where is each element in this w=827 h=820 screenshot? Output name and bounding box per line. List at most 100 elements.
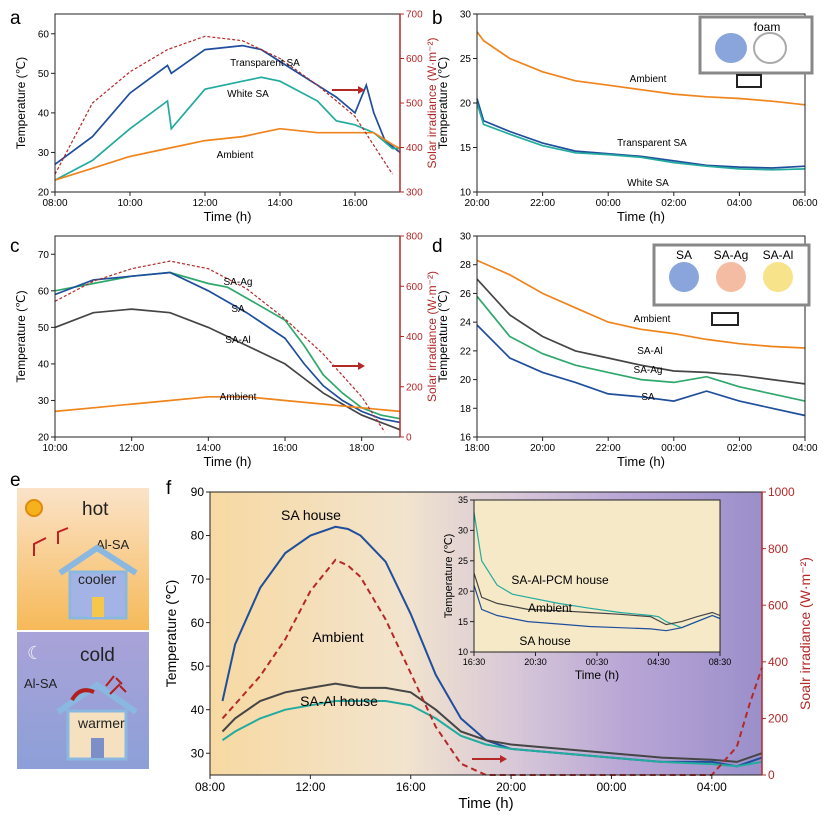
x-axis-label: Time (h) (458, 795, 513, 812)
door-bottom (91, 738, 104, 758)
y-tick-label: 26 (460, 289, 472, 300)
bottom-material-label: Al-SA (24, 676, 58, 691)
x-tick-label: 20:00 (530, 443, 555, 454)
roof-top (58, 544, 138, 576)
x-tick-label: 16:00 (396, 780, 426, 794)
series-line-d-0 (476, 259, 806, 349)
y-tick-label: 25 (460, 54, 472, 65)
y-tick-label: 15 (458, 617, 468, 627)
legend-b-sensor-icon (736, 74, 762, 88)
x-tick-label: 16:00 (272, 443, 297, 454)
y-tick-label: 30 (460, 10, 472, 21)
legend-d-label-saal: SA-Al (763, 248, 794, 262)
x-tick-label: 14:00 (196, 443, 221, 454)
y-axis-label: Temperature (℃) (163, 580, 179, 688)
series-line-a-0 (54, 44, 401, 165)
y2-axis-label: Solar irradiance (W·m⁻²) (425, 271, 439, 402)
y2-tick-label: 0 (406, 433, 412, 444)
plot-frame (54, 13, 401, 193)
schematic-e: hot Al-SA cooler ☾ cold Al-SA warmer (17, 488, 149, 769)
y-tick-label: 10 (458, 647, 468, 657)
chart-d: 18:00 20:00 22:00 00:00 02:00 04:00 16 18 20 22 24… (436, 232, 818, 470)
series-line-b-0 (476, 31, 806, 106)
y2-tick-label: 400 (768, 655, 788, 669)
x-tick-label: 02:00 (661, 198, 686, 209)
legend-b-title: foam (754, 20, 781, 34)
y-tick-label: 70 (191, 572, 205, 586)
series-annotation: Ambient (528, 601, 573, 615)
y-tick-label: 10 (460, 188, 472, 199)
x-tick-label: 08:00 (195, 780, 225, 794)
solar-arrow-head (500, 755, 507, 763)
y-tick-label: 60 (191, 616, 205, 630)
legend-b-circle-blue (715, 33, 747, 63)
legend-d: SA SA-Ag SA-Al (652, 243, 811, 326)
y2-axis-label: Soalr irradiance (W·m⁻²) (797, 557, 813, 710)
y2-tick-label: 400 (406, 143, 423, 154)
y-tick-label: 35 (458, 495, 468, 505)
series-annotation: SA-Al house (300, 693, 378, 709)
x-axis-label: Time (h) (575, 668, 619, 682)
blocked-radiation-icon (105, 675, 127, 695)
chart-a: 08:00 10:00 12:00 14:00 16:00 20 30 40 50 60 300 40… (14, 10, 439, 225)
series-annotation: SA-Al-PCM house (511, 573, 609, 587)
x-tick-label: 22:00 (530, 198, 555, 209)
series-line-d-3 (476, 324, 806, 417)
series-line-a-2 (54, 127, 401, 181)
y-tick-label: 30 (460, 232, 472, 243)
y-tick-label: 25 (458, 556, 468, 566)
x-tick-label: 04:00 (727, 198, 752, 209)
y2-axis-label: Solar irradiance (W·m⁻²) (425, 37, 439, 168)
series-line-a-3 (54, 35, 394, 175)
x-tick-label: 18:00 (464, 443, 489, 454)
chart-c: 10:00 12:00 14:00 16:00 18:00 20 30 40 50 60 70 0 20… (14, 232, 439, 470)
series-annotation: SA-Al (637, 346, 663, 357)
y-tick-label: 28 (460, 260, 472, 271)
x-tick-label: 08:00 (42, 198, 67, 209)
series-annotation: SA (641, 392, 655, 403)
y-tick-label: 20 (458, 586, 468, 596)
y-tick-label: 60 (38, 29, 50, 40)
top-material-label: Al-SA (96, 537, 130, 552)
x-tick-label: 16:00 (342, 198, 367, 209)
chart-f: 08:00 12:00 16:00 20:00 00:00 04:00 30 40 50 60 70… (163, 485, 813, 812)
y-tick-label: 18 (460, 404, 472, 415)
heat-arrow-icon (70, 688, 95, 702)
y-tick-label: 40 (38, 359, 50, 370)
plot-frame (476, 235, 806, 438)
y2-tick-label: 500 (406, 99, 423, 110)
series-annotation: Ambient (217, 150, 254, 161)
y2-tick-label: 700 (406, 10, 423, 21)
x-tick-label: 00:30 (586, 657, 609, 667)
x-tick-label: 22:00 (596, 443, 621, 454)
x-axis-label: Time (h) (617, 454, 665, 469)
chart-f-inset: 16:30 20:30 00:30 04:30 08:30 10 15 20 25 30 35 Tim… (443, 495, 731, 682)
panel-letter-a: a (10, 8, 21, 29)
y-tick-label: 90 (191, 485, 205, 499)
y-tick-label: 50 (38, 69, 50, 80)
legend-d-label-saag: SA-Ag (714, 248, 749, 262)
series-line-c-2 (54, 308, 401, 431)
series-line-c-1 (54, 271, 401, 424)
y-tick-label: 30 (191, 746, 205, 760)
reflect-arrow-icon (33, 527, 69, 556)
series-annotation: SA-Ag (634, 365, 663, 376)
x-tick-label: 10:00 (42, 443, 67, 454)
series-annotation: SA-Ag (224, 277, 253, 288)
x-tick-label: 14:00 (267, 198, 292, 209)
panel-letter-d: d (432, 236, 443, 257)
y2-tick-label: 200 (768, 712, 788, 726)
x-tick-label: 00:00 (661, 443, 686, 454)
series-line-d-2 (476, 295, 806, 402)
series-annotation: SA house (281, 507, 341, 523)
cold-label: cold (80, 645, 115, 666)
series-line-b-2 (476, 102, 806, 171)
x-tick-label: 04:30 (647, 657, 670, 667)
y-tick-label: 80 (191, 529, 205, 543)
series-line-c-3 (54, 395, 401, 413)
hot-label: hot (82, 499, 109, 520)
cooler-label: cooler (78, 571, 116, 587)
solar-arrow-head (358, 362, 365, 370)
y-axis-label: Temperature (℃) (443, 534, 455, 619)
